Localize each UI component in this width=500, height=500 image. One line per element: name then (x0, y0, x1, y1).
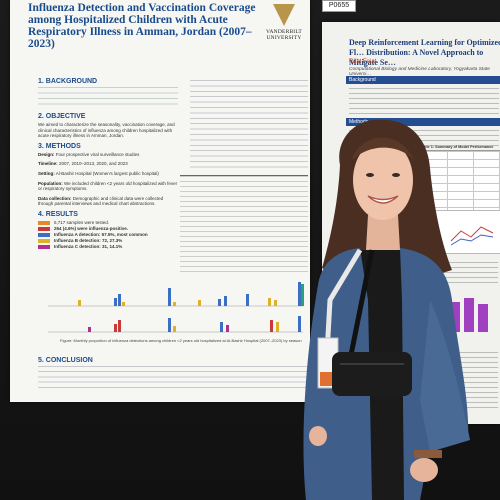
right-poster-background-header: Background (346, 76, 500, 84)
background-text-placeholder (38, 87, 178, 109)
col2-text-placeholder (190, 80, 308, 172)
smile (367, 195, 399, 204)
methods-design: Design: Four prospective viral surveilla… (38, 151, 140, 157)
section-conclusion-heading: 5. CONCLUSION (38, 357, 93, 364)
right-poster-background-text (349, 88, 499, 116)
left-eye (366, 173, 374, 177)
seasonality-chart (48, 282, 304, 333)
methods-setting: Setting: Al-Bashir Hospital (Women's lar… (38, 170, 159, 176)
chart-bars-bottom (88, 316, 301, 332)
left-poster-title: Influenza Detection and Vaccination Cove… (28, 2, 256, 50)
vanderbilt-name: VANDERBILT UNIVERSITY (266, 29, 302, 41)
right-poster-table-title: Table 1: Summary of Model Performance (420, 145, 494, 149)
results-b: Influenza B detection: 72, 27.3% (38, 238, 178, 244)
right-eye (392, 173, 400, 177)
bag-strap (347, 249, 375, 361)
left-hand (309, 426, 327, 446)
left-poster-column-2 (190, 80, 308, 172)
vanderbilt-logo: VANDERBILT UNIVERSITY (260, 4, 308, 41)
table-rows (180, 176, 308, 276)
results-positive: 264 (4.6%) were influenza-positive. (38, 226, 178, 232)
right-poster-title: Deep Reinforcement Learning for Optimize… (349, 38, 500, 67)
crossbody-bag (332, 352, 412, 396)
conclusion-section: 5. CONCLUSION (38, 357, 308, 388)
results-c: Influenza C detection: 31, 14.1% (38, 244, 178, 250)
section-background-heading: 1. BACKGROUND (38, 78, 98, 85)
hair-fringe (352, 137, 414, 160)
conclusion-text-placeholder (38, 366, 308, 388)
right-poster-methods-header: Methods (346, 118, 500, 126)
methods-population: Population: We included children <2 year… (38, 180, 178, 192)
face (353, 140, 413, 220)
left-poster-column-1: 1. BACKGROUND 2. OBJECTIVE We aimed to c… (38, 78, 178, 250)
jacket-sleeve (420, 300, 470, 452)
poster-number-tag: P0655 (322, 0, 356, 12)
right-poster-affiliation: Computational Biology and Medicine Labor… (349, 67, 490, 77)
methods-timeline: Timeline: 2007, 2010–2013, 2020, and 202… (38, 161, 128, 167)
neck (366, 215, 400, 250)
bracelets (414, 450, 442, 458)
left-poster: Influenza Detection and Vaccination Cove… (10, 0, 310, 402)
methods-data-collection: Data collection: Demographic and clinica… (38, 195, 164, 207)
section-objective-heading: 2. OBJECTIVE (38, 113, 86, 120)
right-hand (410, 458, 438, 482)
vanderbilt-v-icon (273, 4, 295, 26)
demographics-table (180, 175, 308, 281)
section-methods-heading: 3. METHODS (38, 142, 81, 150)
right-poster-author: Rifat Fajat (349, 59, 377, 65)
results-samples: 5,717 samples were tested. (38, 220, 178, 226)
chart-bars-top (78, 282, 304, 306)
objective-text: We aimed to characterize the seasonality… (38, 122, 175, 139)
results-a: Influenza A detection: 57.5%, most commo… (38, 232, 178, 238)
figure-caption: Figure: Monthly proportion of influenza … (60, 338, 302, 343)
section-results-heading: 4. RESULTS (38, 210, 78, 218)
